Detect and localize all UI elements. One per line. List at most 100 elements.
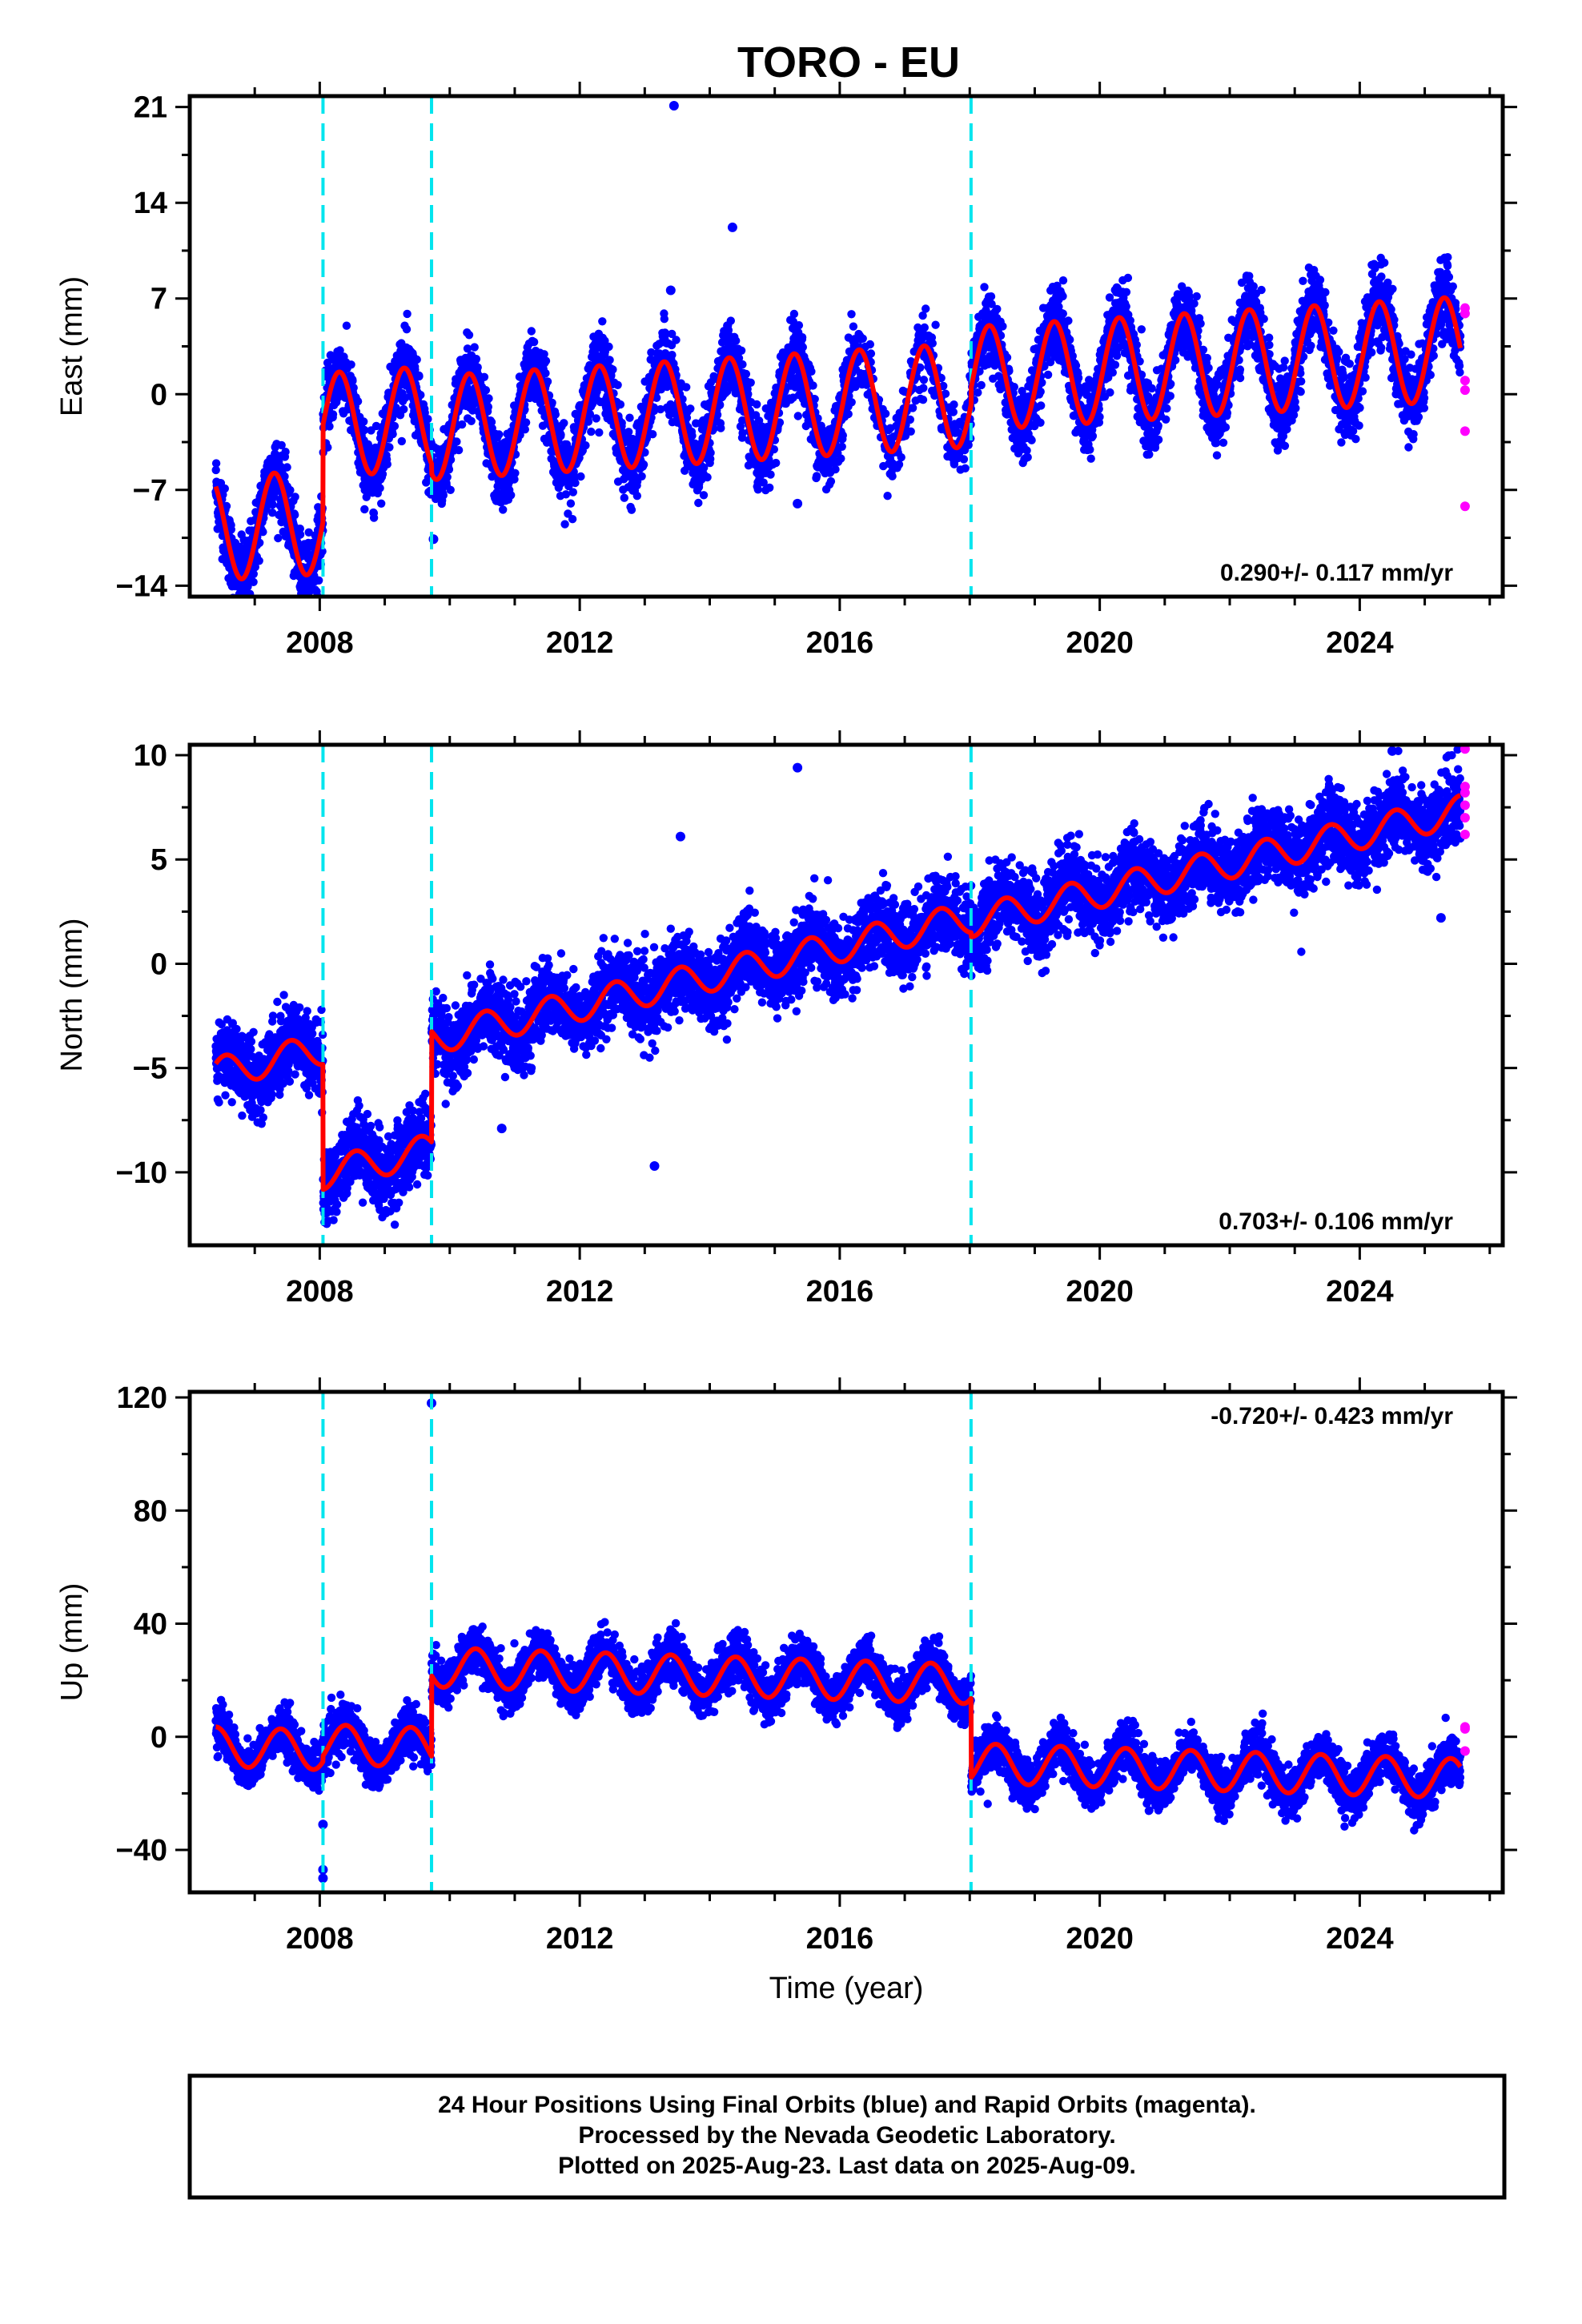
data-point [377,499,386,508]
data-point [268,500,277,509]
data-point [620,493,628,502]
data-point [249,577,258,586]
data-point [847,310,856,319]
data-point [359,417,368,426]
data-point [686,404,695,413]
data-point [1108,368,1118,377]
data-point [613,380,622,389]
data-point [390,421,400,431]
data-point [249,569,258,578]
data-point [865,340,875,349]
data-point [921,304,930,313]
data-point [632,492,641,501]
data-point [231,600,239,608]
data-point [738,360,747,369]
data-point [568,515,577,524]
data-point [281,448,290,456]
data-point [789,309,799,319]
data-point [660,315,669,324]
data-point [847,398,856,407]
data-point [251,562,259,572]
data-point [844,409,853,419]
data-point [1086,454,1095,463]
data-point [291,493,299,501]
data-point [765,483,774,493]
data-point [993,304,1002,314]
data-point [400,404,408,414]
data-point [1154,421,1162,430]
data-point [717,424,725,432]
data-point [826,476,836,486]
data-point [919,376,929,384]
data-point [388,429,397,439]
data-point [741,369,751,379]
data-point [980,283,989,292]
data-point [737,346,746,355]
data-point [797,333,807,342]
data-point [746,378,755,387]
data-point [383,460,391,468]
data-point [906,427,915,436]
data-point [950,400,958,409]
data-point [766,470,775,479]
data-point [587,427,596,436]
data-point [457,420,467,429]
data-point [639,460,648,469]
data-point [481,386,491,395]
data-point [1036,387,1045,396]
data-point [315,576,323,585]
data-point [566,499,576,508]
data-point [1162,415,1170,424]
data-point [1088,432,1098,440]
data-point [977,380,986,390]
data-point [849,322,858,331]
data-point [277,440,286,450]
data-point [1027,436,1036,444]
data-point [682,383,691,392]
data-point [551,410,560,419]
data-point [604,342,613,352]
data-point [403,309,412,319]
data-point [283,463,291,472]
data-point [1110,360,1120,369]
data-point [1147,384,1156,393]
data-point [1122,302,1130,311]
data-point [227,525,235,534]
data-point [866,349,876,358]
data-point [888,472,897,480]
data-point [1023,452,1032,462]
data-point [608,365,617,374]
data-point [1086,445,1094,454]
data-point [753,400,761,409]
data-point [222,501,231,511]
data-point [397,436,406,446]
data-point [1137,325,1146,334]
data-point [527,327,536,336]
data-point [807,367,816,376]
data-point [511,468,520,477]
data-point [605,356,614,364]
data-point [949,408,958,416]
data-point [883,492,892,501]
data-point [625,413,634,422]
data-point [726,316,735,325]
data-point [484,402,492,412]
data-point [325,422,334,431]
data-point [959,455,969,464]
data-point [637,472,646,480]
data-point [255,557,263,565]
data-point [986,292,996,301]
data-point [473,363,482,372]
data-point [1095,412,1104,421]
chart-title: TORO - EU [737,38,960,86]
data-point [259,528,267,537]
data-point [920,323,930,332]
data-point [470,343,479,352]
data-point [858,334,867,343]
data-point [303,606,311,614]
data-point [732,336,741,345]
data-point [439,491,448,500]
data-point [812,472,821,480]
